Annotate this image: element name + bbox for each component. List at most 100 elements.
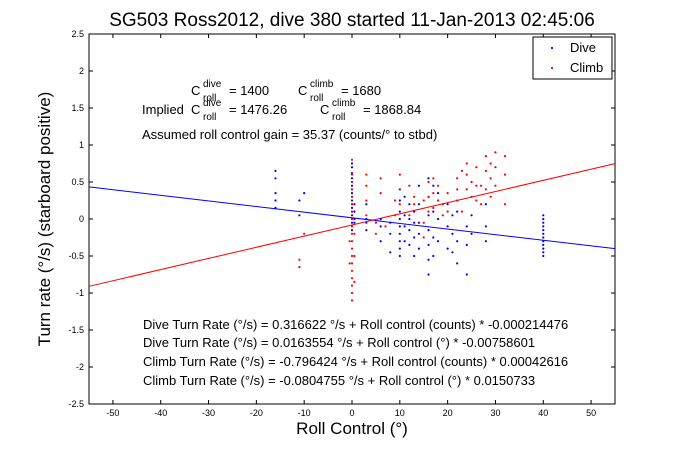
climb-point <box>350 195 354 198</box>
dive-point <box>484 203 487 206</box>
dive-point <box>379 225 382 228</box>
climb-point <box>303 232 306 235</box>
climb-point <box>446 192 449 195</box>
dive-point <box>436 217 440 221</box>
implied-climb-letter: C <box>320 102 329 117</box>
climb-point <box>494 184 497 187</box>
climb-point <box>456 199 459 202</box>
dive-point <box>398 225 401 228</box>
climb-point <box>413 203 416 206</box>
climb-point <box>408 214 411 217</box>
climb-point <box>432 206 435 209</box>
legend: Dive Climb <box>532 36 613 80</box>
climb-point <box>350 262 354 265</box>
dive-point <box>417 232 421 235</box>
dive-point <box>365 217 368 221</box>
x-tick-label: -10 <box>298 408 311 418</box>
climb-point <box>480 203 483 206</box>
dive-point <box>542 240 545 243</box>
equation-dive-counts: Dive Turn Rate (°/s) = 0.316622 °/s + Ro… <box>143 317 568 332</box>
climb-point <box>413 195 416 198</box>
dive-point <box>465 243 468 246</box>
dive-point <box>413 210 416 213</box>
climb-point <box>350 188 354 191</box>
fit-lines <box>88 163 616 287</box>
climb-point <box>379 192 382 195</box>
dive-point <box>451 251 454 254</box>
climb-point <box>298 258 301 261</box>
dive-point <box>350 206 354 209</box>
x-tick-label: 0 <box>349 408 354 418</box>
climb-point <box>475 199 478 202</box>
equation-dive-degrees: Dive Turn Rate (°/s) = 0.0163554 °/s + R… <box>143 335 535 350</box>
x-tick-label: -30 <box>202 408 215 418</box>
climb-point <box>350 225 354 228</box>
dive-point <box>436 240 440 243</box>
dive-point <box>427 243 430 246</box>
climb-point <box>350 158 354 161</box>
x-tick-label: -20 <box>250 408 263 418</box>
legend-dive-label: Dive <box>570 40 596 55</box>
dive-point <box>417 203 421 206</box>
dive-point <box>542 221 545 224</box>
climb-point <box>350 217 354 221</box>
climb-point <box>484 155 487 158</box>
dive-point <box>432 236 435 239</box>
c-roll-dive-value: = 1400 <box>229 83 269 98</box>
implied-climb-value: = 1868.84 <box>363 102 421 117</box>
dive-point <box>350 229 354 232</box>
dive-point <box>408 203 411 206</box>
dive-point <box>274 169 277 172</box>
dive-point <box>542 254 545 258</box>
dive-point <box>432 184 435 187</box>
dive-point <box>350 166 354 169</box>
climb-point <box>432 192 435 195</box>
dive-point <box>403 240 406 243</box>
dive-point <box>542 236 545 239</box>
x-tick-label: -40 <box>154 408 167 418</box>
climb-point <box>427 195 430 198</box>
climb-point <box>350 180 354 184</box>
climb-point <box>398 203 401 206</box>
climb-point <box>350 284 354 287</box>
dive-point <box>398 217 401 221</box>
dive-point <box>446 203 449 206</box>
climb-point <box>456 188 459 191</box>
climb-point <box>432 177 435 180</box>
climb-point <box>393 199 397 202</box>
equation-climb-degrees: Climb Turn Rate (°/s) = -0.0804755 °/s +… <box>143 373 535 388</box>
dive-point <box>274 206 277 209</box>
dive-point <box>427 258 430 261</box>
dive-point <box>427 273 430 276</box>
climb-point <box>365 214 368 217</box>
climb-point <box>480 184 483 187</box>
dive-point <box>436 192 440 195</box>
x-axis-label: Roll Control (°) <box>296 419 408 438</box>
dive-point <box>417 184 421 187</box>
climb-point <box>353 232 356 235</box>
dive-point <box>389 221 392 224</box>
climb-point <box>350 269 354 272</box>
dive-point <box>446 225 449 228</box>
dive-point <box>465 273 468 276</box>
climb-point <box>503 203 507 206</box>
y-tick-label: 2 <box>79 66 84 76</box>
dive-point <box>379 240 382 243</box>
climb-point <box>465 173 468 176</box>
dive-point <box>274 177 277 180</box>
y-axis-label: Turn rate (°/s) (starboard positive) <box>35 92 54 347</box>
y-axis-ticks: -2.5 -2 -1.5 -1 -0.5 0 0.5 1 1.5 2 2.5 <box>68 29 615 409</box>
dive-point <box>353 210 356 213</box>
dive-point <box>274 192 277 195</box>
climb-point <box>398 188 401 191</box>
climb-point <box>350 232 354 235</box>
legend-dive-marker <box>550 46 554 50</box>
climb-point <box>350 291 354 295</box>
dive-point <box>470 232 473 235</box>
dive-point <box>417 221 421 224</box>
dive-point <box>542 247 545 250</box>
dive-point <box>408 217 411 221</box>
implied-dive-sup: dive <box>203 98 222 109</box>
c-roll-climb-sup: climb <box>310 79 334 90</box>
climb-point <box>441 203 444 206</box>
